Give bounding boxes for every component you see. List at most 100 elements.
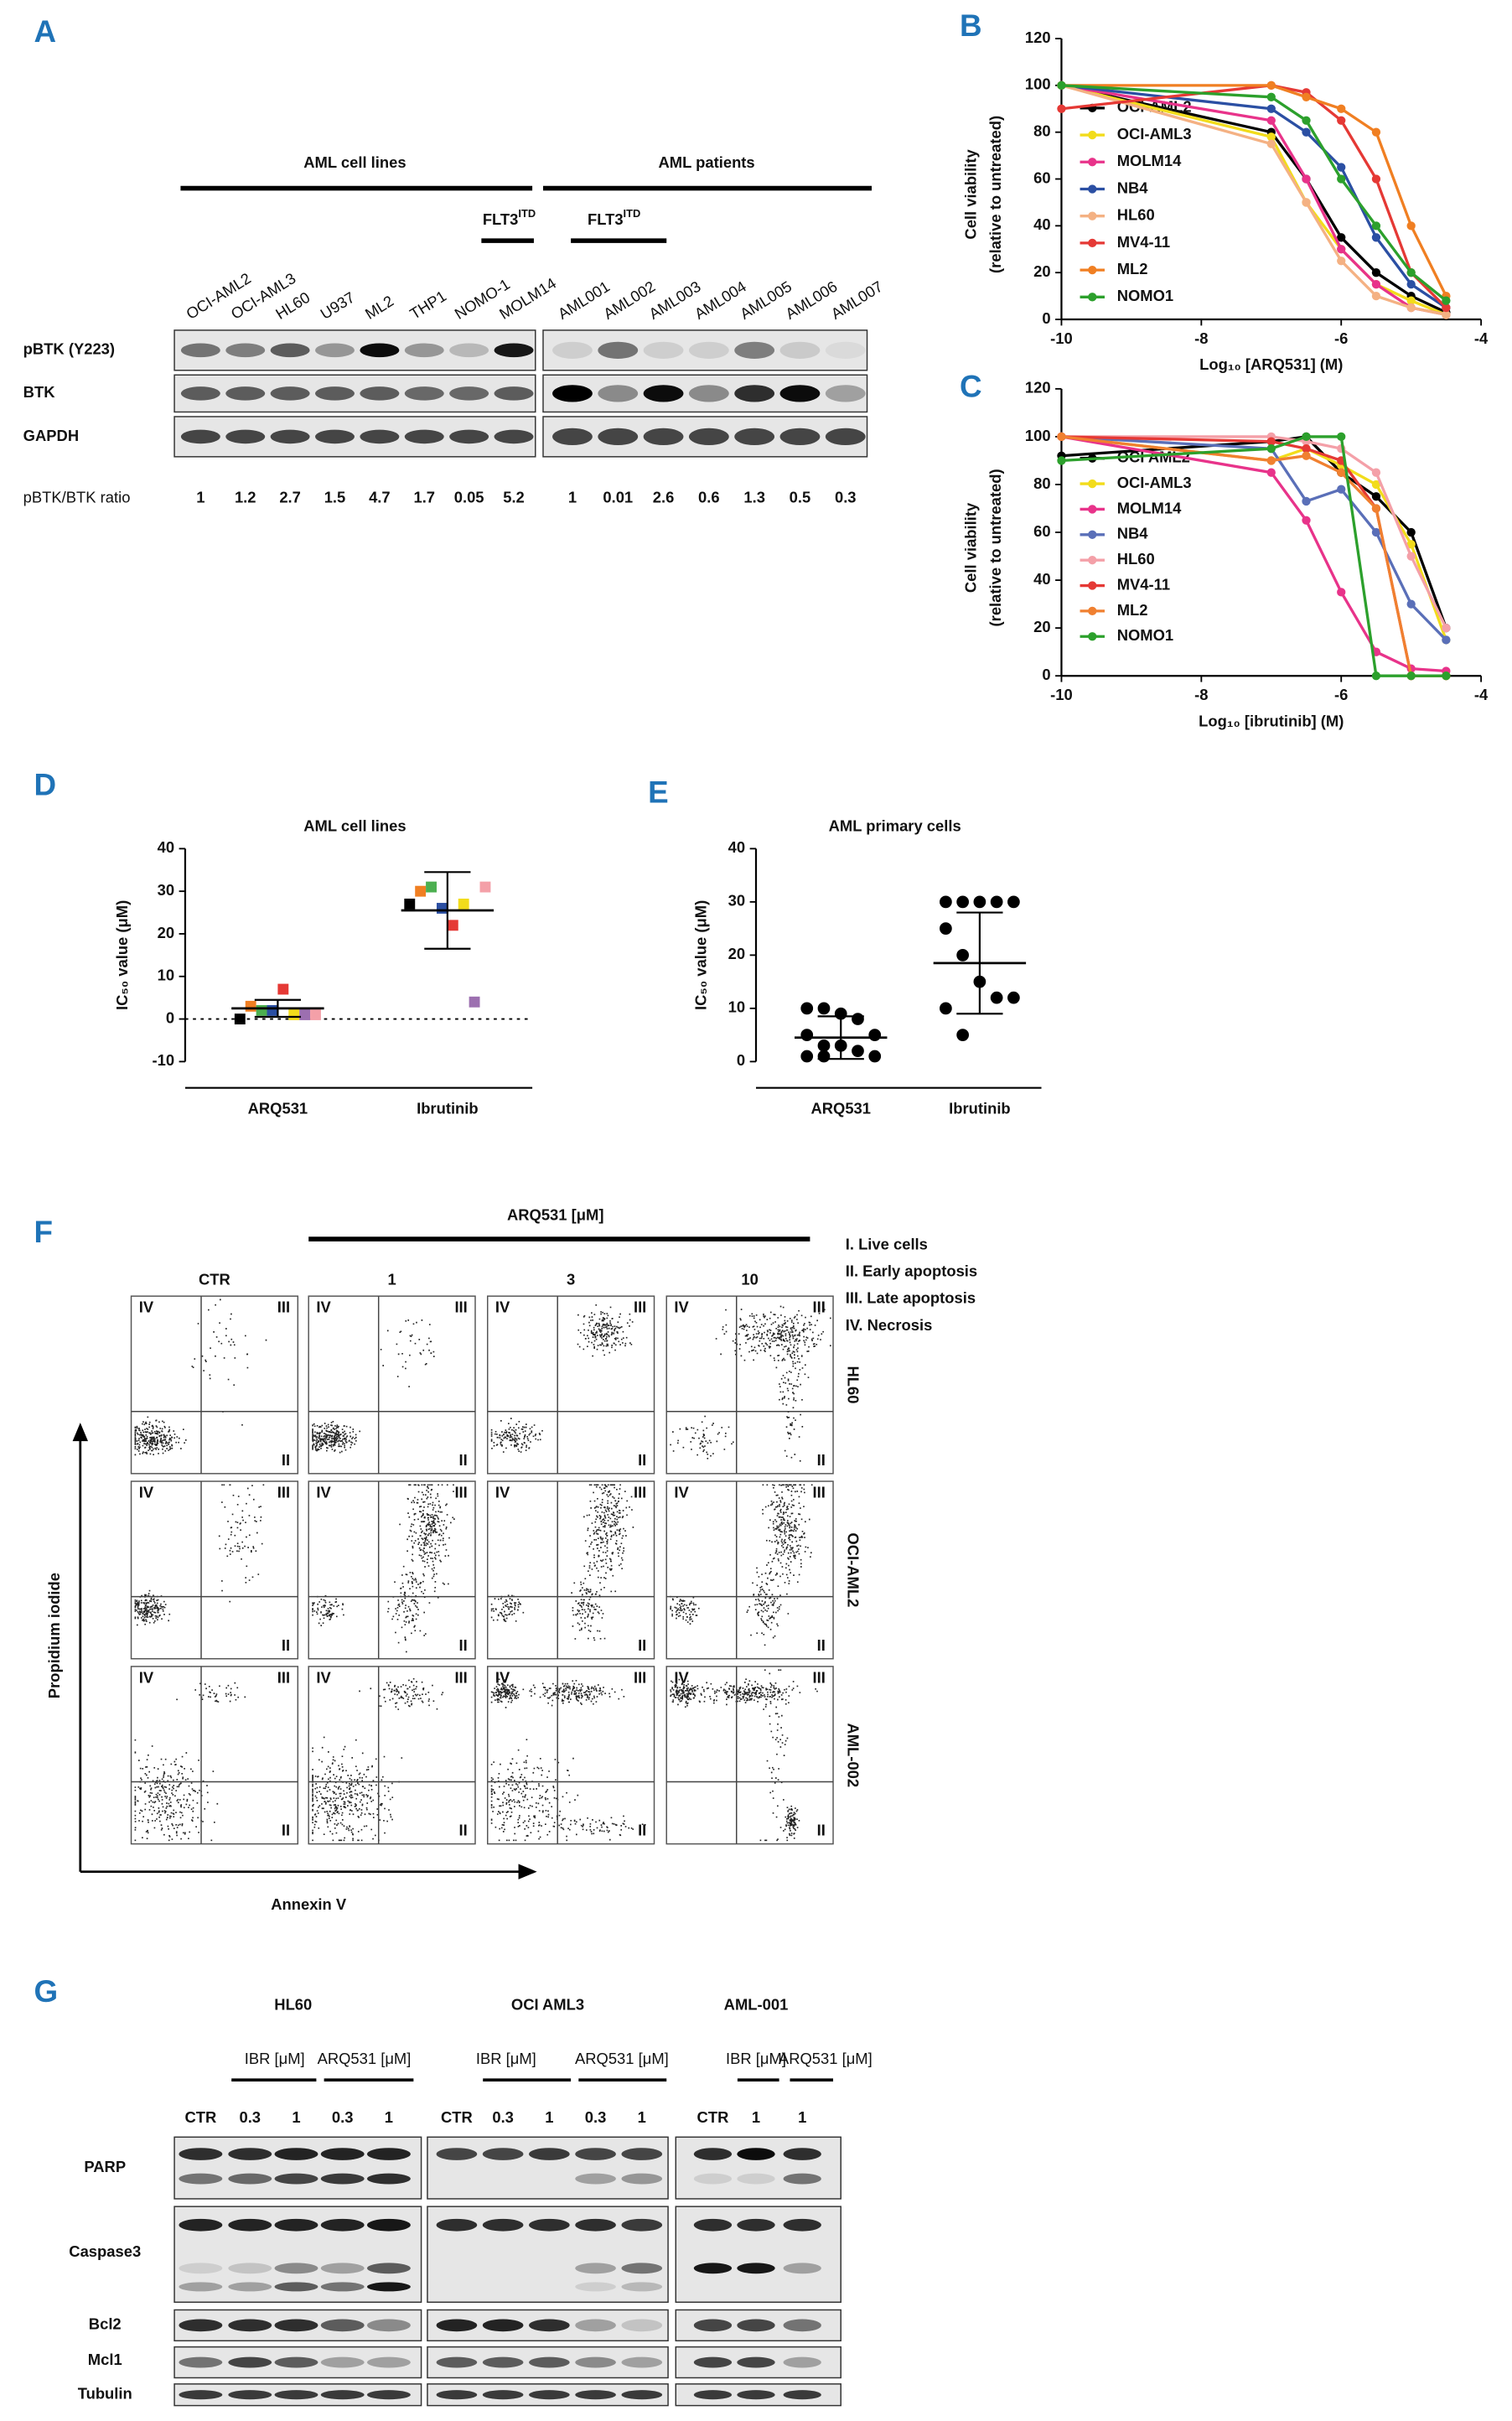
y-axis-label: (relative to untreated) [986,116,1004,273]
quadrant-label: II [459,1822,468,1839]
band [228,2319,272,2332]
band [693,2173,733,2185]
data-point [1057,80,1066,91]
quadrant-label: II [459,1451,468,1469]
band [274,2148,318,2160]
y-tick-label: 40 [158,838,174,856]
band [494,429,534,444]
band [367,2356,411,2368]
data-point [1266,456,1276,465]
lane-label: CTR [441,2108,473,2126]
data-point [1337,174,1346,184]
y-tick-label: 40 [1033,215,1050,233]
band [734,428,775,446]
band [320,2356,365,2368]
lane-label: AML004 [691,277,749,323]
quadrant-label: II [459,1636,468,1654]
band [621,2319,663,2332]
band [436,2356,478,2368]
legend-marker [1088,158,1097,167]
y-axis-label: Propidium iodide [45,1573,63,1698]
data-point [956,1029,970,1041]
band [228,2148,272,2160]
row-label: Tubulin [78,2385,132,2403]
flow-plot [486,1295,655,1475]
band [274,2356,318,2368]
band [482,2319,524,2332]
data-point [447,920,458,931]
data-point [1337,116,1346,125]
data-point [852,1013,864,1025]
band [367,2282,411,2292]
row-label: pBTK (Y223) [23,340,115,358]
y-tick-label: -10 [152,1051,174,1069]
group-title: AML cell lines [303,153,406,171]
data-point [1266,132,1276,142]
ratio-value: 2.6 [653,488,675,505]
row-label: GAPDH [23,427,79,444]
data-point [940,922,952,935]
y-axis-label: Cell viability [962,148,980,239]
band [482,2390,524,2400]
data-point [956,949,970,962]
data-point [1371,527,1381,537]
y-tick-label: 10 [158,967,174,984]
band [693,2356,733,2368]
band [436,2390,478,2400]
category-label: Ibrutinib [949,1099,1011,1117]
band [274,2173,318,2185]
group-title: AML patients [659,153,755,171]
band [179,2390,223,2400]
legend-marker [1088,293,1097,302]
panel-letter: D [34,767,57,801]
legend-marker [1088,238,1097,248]
lane-label: 1 [292,2108,300,2126]
band [575,2390,616,2400]
data-point [1371,671,1381,681]
panel-letter: C [960,370,982,404]
legend-label: HL60 [1117,206,1155,224]
data-point [1302,174,1311,184]
lane-label: 0.3 [585,2108,607,2126]
data-point [1371,233,1381,242]
band [228,2282,272,2292]
band [228,2356,272,2368]
panel-letter: B [960,8,982,43]
group-title: AML-001 [724,1996,789,2014]
band [529,2218,570,2232]
band [779,341,821,359]
quadrant-label: IV [139,1299,154,1316]
quadrant-label: II [638,1451,646,1469]
blot [427,2136,669,2200]
panel-letter: G [34,1974,59,2009]
band [783,2319,821,2332]
group-title: HL60 [274,1996,312,2014]
row-label: Mcl1 [88,2351,122,2368]
band [575,2263,616,2274]
band [360,343,400,358]
band [575,2218,616,2232]
flow-dots [312,1319,435,1454]
band [621,2356,663,2368]
band [320,2282,365,2292]
x-tick-label: -8 [1194,329,1208,347]
data-point [256,1004,267,1016]
quadrant-label: II [638,1636,646,1654]
band [225,429,266,444]
ratio-value: 0.01 [603,488,633,505]
data-point [1371,492,1381,501]
legend-text: I. Live cells [846,1235,928,1252]
band [404,343,444,358]
y-tick-label: 0 [1042,309,1050,327]
data-point [1442,623,1451,633]
band [825,428,866,446]
legend-label: NB4 [1117,179,1149,196]
flow-plot [308,1480,476,1660]
band [274,2282,318,2292]
band [270,343,310,358]
data-point [1302,516,1311,525]
x-tick-label: -4 [1474,329,1489,347]
data-point [990,991,1003,1004]
